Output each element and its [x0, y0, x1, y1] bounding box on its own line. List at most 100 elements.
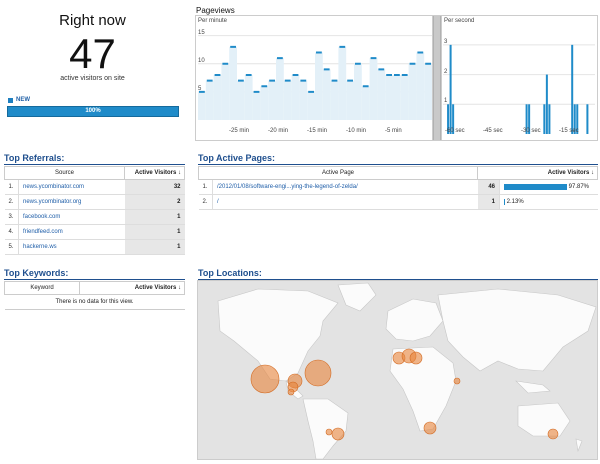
- keywords-table: Keyword Active Visitors ↓ There is no da…: [4, 281, 185, 310]
- per-minute-area: [268, 80, 276, 120]
- referral-source-link[interactable]: friendfeed.com: [18, 224, 125, 240]
- per-second-bar: [548, 104, 551, 134]
- per-minute-area: [283, 80, 292, 120]
- top-referrals-rule: [4, 164, 185, 165]
- per-second-bar: [449, 44, 452, 134]
- second-tick-label: -60 sec: [445, 128, 465, 134]
- active-pages-table: Active Page Active Visitors ↓ 1./2012/01…: [198, 166, 598, 210]
- pages-visitors-column-header[interactable]: Active Visitors ↓: [477, 166, 598, 180]
- per-minute-area: [338, 46, 347, 120]
- referral-visitor-count: 1: [124, 209, 185, 225]
- referral-row: 2. news.ycombinator.org 2: [4, 194, 185, 210]
- pages-visitors-header-label: Active Visitors: [547, 170, 590, 176]
- locations-map[interactable]: [197, 280, 598, 460]
- per-minute-area: [260, 86, 269, 120]
- referral-row: 4. friendfeed.com 1: [4, 224, 185, 240]
- per-minute-area: [291, 75, 300, 120]
- location-bubble-us-east: [304, 359, 332, 387]
- per-minute-area: [377, 69, 386, 120]
- right-now-title: Right now: [59, 12, 126, 29]
- per-minute-area: [393, 75, 401, 120]
- active-page-row: 2./1 2.13%: [198, 194, 598, 210]
- per-minute-area: [408, 63, 417, 120]
- per-minute-area: [400, 75, 409, 120]
- per-second-bar: [525, 104, 528, 134]
- per-minute-area: [299, 80, 308, 120]
- top-referrals-title: Top Referrals:: [4, 153, 65, 163]
- minute-tick-label: -20 min: [268, 128, 289, 134]
- per-minute-area: [205, 80, 214, 120]
- referral-visitor-count: 1: [124, 224, 185, 240]
- sort-down-icon: ↓: [178, 285, 181, 291]
- minute-tick-label: -25 min: [229, 128, 250, 134]
- location-bubble-australia: [547, 428, 559, 440]
- referral-source-link[interactable]: news.ycombinator.com: [18, 179, 125, 195]
- per-minute-area: [237, 80, 245, 120]
- active-page-column-header[interactable]: Active Page: [198, 166, 478, 180]
- y-tick-label: 15: [198, 29, 205, 36]
- europe-shape: [385, 298, 444, 342]
- active-page-link[interactable]: /2012/01/08/software-engi...ying-the-leg…: [212, 179, 478, 195]
- location-bubble-europe-central: [409, 351, 423, 365]
- top-pages-rule: [198, 164, 598, 165]
- top-locations-title: Top Locations:: [198, 268, 262, 278]
- source-column-header[interactable]: Source: [4, 166, 125, 180]
- per-second-bar: [571, 44, 574, 134]
- right-now-panel: Right now 47 active visitors on site NEW…: [0, 0, 185, 140]
- page-share-percent: 97.87%: [568, 183, 590, 190]
- referral-visitor-count: 1: [124, 239, 185, 255]
- minute-tick-label: -5 min: [385, 128, 402, 134]
- location-bubble-brazil: [331, 427, 345, 441]
- per-minute-label: Per minute: [198, 18, 228, 24]
- top-locations-rule: [198, 279, 598, 280]
- referral-source-link[interactable]: facebook.com: [18, 209, 125, 225]
- sec-y-tick-label: 1: [444, 98, 448, 105]
- top-active-pages-title: Top Active Pages:: [198, 153, 276, 163]
- per-minute-area: [198, 91, 206, 120]
- y-tick-label: 5: [198, 85, 202, 92]
- page-share-percent: 2.13%: [506, 198, 524, 205]
- row-index: 2.: [198, 194, 213, 210]
- per-minute-area: [330, 80, 339, 120]
- keyword-column-header[interactable]: Keyword: [4, 281, 80, 295]
- australia-shape: [517, 402, 571, 437]
- pageviews-chart: Per minute Per second 15 10 5 -25 min -20 mi…: [195, 15, 598, 141]
- south-america-shape: [302, 398, 349, 459]
- keywords-empty-message: There is no data for this view.: [4, 294, 185, 310]
- minute-tick-label: -10 min: [346, 128, 367, 134]
- row-index: 5.: [4, 239, 19, 255]
- page-visitor-count: 46: [477, 179, 500, 195]
- second-tick-label: -30 sec: [521, 128, 541, 134]
- per-minute-area: [252, 91, 261, 120]
- page-share-bar: [504, 198, 505, 205]
- referral-source-link[interactable]: news.ycombinator.org: [18, 194, 125, 210]
- new-swatch: [8, 97, 13, 103]
- keywords-visitors-column-header[interactable]: Active Visitors ↓: [79, 281, 185, 295]
- per-minute-area: [229, 46, 237, 120]
- location-bubble-india: [453, 377, 461, 385]
- second-tick-label: -45 sec: [483, 128, 503, 134]
- sec-y-tick-label: 3: [444, 38, 448, 45]
- indonesia-shape: [515, 380, 551, 394]
- active-page-link[interactable]: /: [212, 194, 478, 210]
- asia-shape: [437, 288, 597, 372]
- keywords-visitors-header-label: Active Visitors: [134, 285, 177, 291]
- per-second-label: Per second: [444, 18, 475, 24]
- pageviews-title: Pageviews: [196, 6, 235, 15]
- sort-down-icon: ↓: [591, 170, 594, 176]
- new-visitors-bar: 100%: [7, 106, 179, 117]
- per-second-bar: [447, 104, 450, 134]
- page-share-cell: 97.87%: [499, 179, 598, 195]
- greenland-shape: [337, 282, 377, 312]
- active-visitors-column-header[interactable]: Active Visitors ↓: [124, 166, 185, 180]
- new-legend: NEW: [8, 97, 30, 103]
- referral-row: 5. hackerne.ws 1: [4, 239, 185, 255]
- referral-source-link[interactable]: hackerne.ws: [18, 239, 125, 255]
- referral-visitor-count: 2: [124, 194, 185, 210]
- row-index: 2.: [4, 194, 19, 210]
- per-second-bar: [573, 104, 576, 134]
- per-minute-area: [307, 91, 315, 120]
- panel-divider-handle[interactable]: [433, 16, 441, 140]
- per-minute-area: [276, 58, 284, 120]
- per-second-bar: [576, 104, 579, 134]
